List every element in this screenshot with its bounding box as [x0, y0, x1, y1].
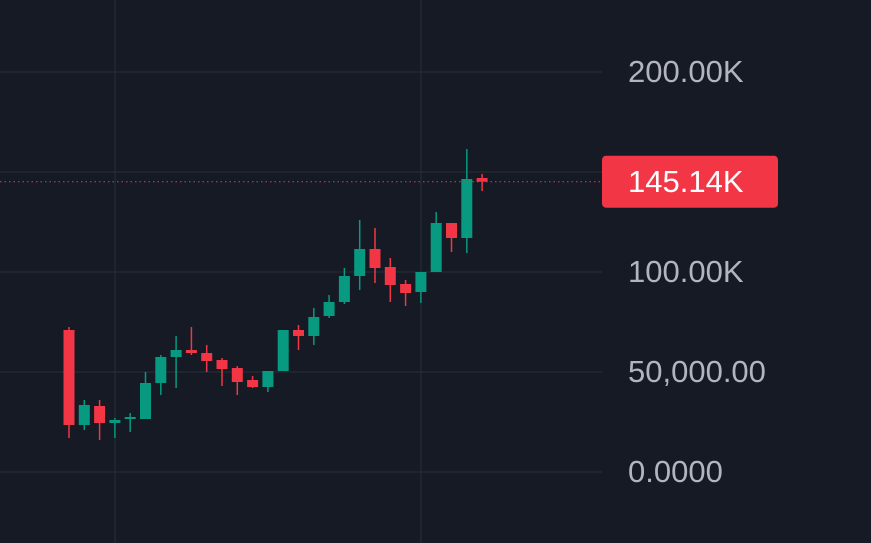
candle-body — [78, 405, 90, 425]
y-tick-label: 200.00K — [628, 54, 744, 89]
candle-body — [293, 330, 304, 336]
y-tick-label: 50,000.00 — [628, 354, 766, 389]
candle-body — [446, 223, 457, 238]
candle-body — [63, 330, 75, 425]
candle-body — [262, 371, 274, 387]
candle-body — [430, 223, 442, 272]
candle-body — [308, 317, 320, 336]
candle-body — [323, 302, 335, 316]
candle-body — [170, 350, 182, 357]
last-price-badge — [602, 155, 778, 208]
candle-body — [476, 178, 488, 182]
candle-body — [231, 368, 243, 382]
candle-body — [338, 276, 350, 302]
candle-body — [461, 179, 473, 238]
candle-body — [155, 357, 167, 383]
y-tick-label: 0.0000 — [628, 454, 723, 489]
candle-body — [109, 420, 121, 423]
candle-body — [369, 249, 381, 268]
last-price-label: 145.14K — [628, 164, 744, 199]
candle-body — [277, 330, 289, 371]
candle-body — [400, 284, 412, 293]
candle-body — [216, 360, 228, 369]
y-tick-label: 100.00K — [628, 254, 744, 289]
candle-body — [415, 272, 427, 292]
candle-body — [247, 380, 259, 387]
candle-body — [201, 353, 213, 361]
candle-body — [354, 249, 366, 276]
candle-body — [384, 267, 396, 285]
candle-body — [94, 406, 106, 423]
candle-body — [124, 417, 136, 419]
candle-body — [140, 383, 151, 419]
candle-body — [185, 350, 197, 353]
